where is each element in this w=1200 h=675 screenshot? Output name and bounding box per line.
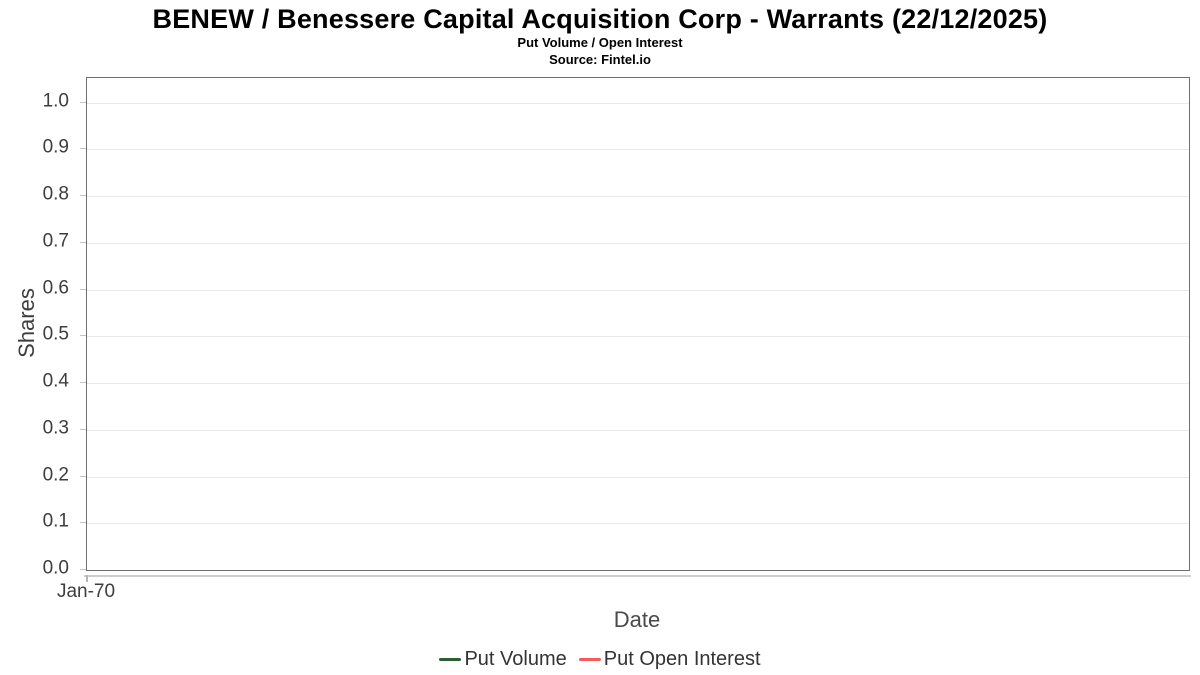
gridline xyxy=(87,103,1189,104)
gridline xyxy=(87,243,1189,244)
y-tick-mark xyxy=(80,522,86,523)
y-tick-label: 0.5 xyxy=(42,323,69,345)
y-axis-title: Shares xyxy=(14,288,39,358)
gridline xyxy=(87,290,1189,291)
y-tick-mark xyxy=(80,569,86,570)
legend-item-put-open-interest[interactable]: Put Open Interest xyxy=(578,647,761,671)
gridline xyxy=(87,383,1189,384)
gridline xyxy=(87,430,1189,431)
x-axis-title: Date xyxy=(613,607,661,632)
put-open-interest-line-swatch xyxy=(578,657,601,661)
gridline xyxy=(87,523,1189,524)
chart-title: BENEW / Benessere Capital Acquisition Co… xyxy=(152,4,1048,34)
x-axis-tick xyxy=(86,575,88,582)
y-tick-label: 0.2 xyxy=(42,464,69,486)
y-tick-label: 0.1 xyxy=(42,510,69,532)
gridline xyxy=(87,336,1189,337)
y-tick-label: 0.8 xyxy=(42,183,69,205)
legend: Put Volume Put Open Interest xyxy=(0,645,1200,673)
y-tick-mark xyxy=(80,102,86,103)
y-tick-mark xyxy=(80,429,86,430)
y-axis-labels: 0.0 0.1 0.2 0.3 0.4 0.5 0.6 0.7 0.8 0.9 1.0 xyxy=(0,77,79,579)
gridline xyxy=(87,477,1189,478)
legend-label-put-volume: Put Volume xyxy=(464,647,567,670)
gridline xyxy=(87,149,1189,150)
y-tick-mark xyxy=(80,476,86,477)
y-tick-mark xyxy=(80,148,86,149)
y-tick-label: 0.0 xyxy=(42,557,69,579)
y-tick-label: 0.7 xyxy=(42,230,69,252)
y-tick-label: 0.3 xyxy=(42,417,69,439)
put-volume-line-swatch xyxy=(439,657,462,661)
gridline xyxy=(87,196,1189,197)
y-axis-ticks xyxy=(80,77,86,570)
plot-area[interactable] xyxy=(86,77,1190,571)
y-tick-label: 1.0 xyxy=(42,90,69,112)
legend-item-put-volume[interactable]: Put Volume xyxy=(439,647,567,671)
legend-label-put-open-interest: Put Open Interest xyxy=(603,647,761,670)
y-tick-label: 0.6 xyxy=(42,277,69,299)
y-tick-mark xyxy=(80,289,86,290)
y-tick-mark xyxy=(80,382,86,383)
y-tick-label: 0.9 xyxy=(42,136,69,158)
x-tick-label: Jan-70 xyxy=(56,581,116,602)
x-axis-line xyxy=(84,575,1191,577)
y-tick-mark xyxy=(80,195,86,196)
y-tick-mark xyxy=(80,242,86,243)
chart-subtitle: Put Volume / Open Interest xyxy=(517,35,683,50)
y-tick-label: 0.4 xyxy=(42,370,69,392)
y-tick-mark xyxy=(80,335,86,336)
chart-source: Source: Fintel.io xyxy=(549,52,651,67)
